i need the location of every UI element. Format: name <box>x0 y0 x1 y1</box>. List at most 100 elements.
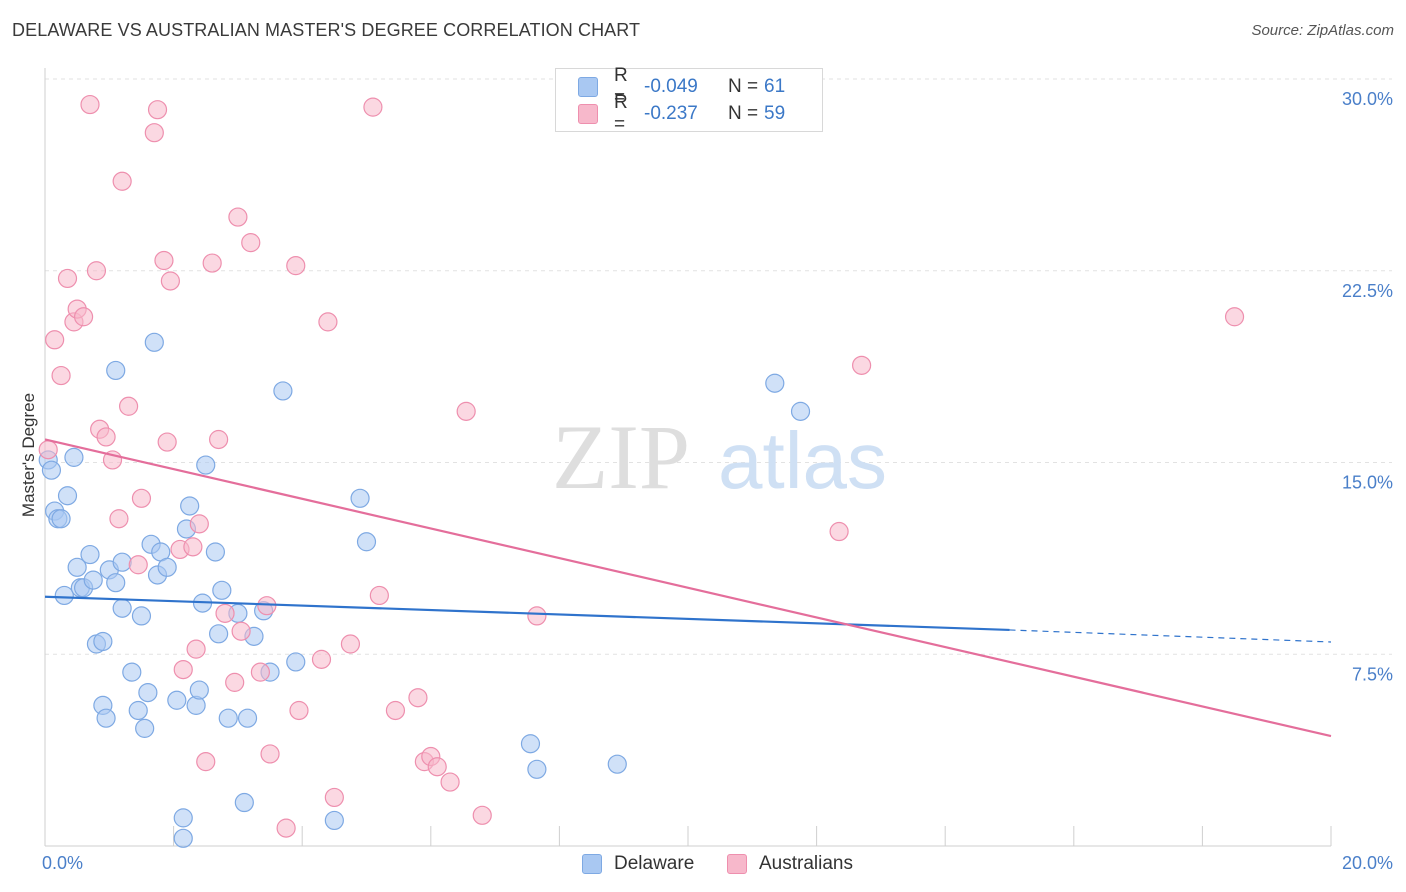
point-australians <box>118 396 139 416</box>
legend-n-label: N = <box>728 76 759 97</box>
point-delaware <box>520 734 541 754</box>
point-delaware <box>205 542 225 562</box>
bottom-legend-swatch-australians <box>727 854 747 874</box>
y-axis-title: Master's Degree <box>19 393 38 517</box>
point-australians <box>86 261 107 281</box>
grid-layer <box>45 78 1392 655</box>
point-delaware <box>196 455 216 475</box>
y-tick-label: 15.0% <box>1342 473 1393 493</box>
point-australians <box>260 744 280 764</box>
trend-extension-delaware <box>1009 629 1332 643</box>
point-delaware <box>131 606 152 626</box>
legend-r-value: -0.049 <box>644 76 698 97</box>
point-australians <box>250 662 271 682</box>
point-delaware <box>527 759 547 779</box>
point-delaware <box>218 708 238 728</box>
point-australians <box>289 700 309 721</box>
point-delaware <box>67 557 87 577</box>
point-australians <box>209 429 229 450</box>
point-australians <box>527 606 547 626</box>
point-australians <box>340 634 361 654</box>
point-delaware <box>607 754 627 774</box>
legend-row-australians: R = -0.237 N = 59 <box>578 92 785 135</box>
point-australians <box>147 100 168 120</box>
point-delaware <box>54 585 74 606</box>
point-delaware <box>106 573 126 593</box>
point-delaware <box>144 332 164 352</box>
point-delaware <box>189 680 209 700</box>
point-australians <box>51 365 71 386</box>
bottom-legend-australians: Australians <box>727 851 853 877</box>
point-delaware <box>106 360 126 381</box>
point-australians <box>829 521 849 542</box>
point-delaware <box>93 631 113 652</box>
point-australians <box>241 233 261 253</box>
point-delaware <box>138 682 158 703</box>
point-delaware <box>51 509 71 529</box>
point-australians <box>183 537 203 557</box>
point-australians <box>173 659 193 680</box>
point-australians <box>144 123 164 143</box>
trend-line-delaware <box>44 595 1010 632</box>
point-australians <box>45 330 65 350</box>
point-australians <box>38 440 58 460</box>
correlation-legend: R = -0.049 N = 61 R = -0.237 N = 59 <box>555 65 823 135</box>
point-australians <box>324 787 344 808</box>
points-layer <box>38 94 1245 848</box>
point-australians <box>186 639 206 659</box>
point-australians <box>408 688 428 708</box>
point-delaware <box>112 598 132 618</box>
point-delaware <box>356 532 377 552</box>
point-australians <box>112 171 132 191</box>
point-delaware <box>234 792 254 813</box>
y-tick-label: 30.0% <box>1342 89 1393 109</box>
point-australians <box>852 355 872 375</box>
x-tick-label: 20.0% <box>1342 853 1393 873</box>
point-delaware <box>80 544 100 565</box>
point-australians <box>318 312 338 332</box>
point-australians <box>369 585 389 606</box>
point-delaware <box>173 828 193 848</box>
point-australians <box>131 488 152 508</box>
point-delaware <box>237 708 258 728</box>
source-label: Source: ZipAtlas.com <box>1251 22 1394 39</box>
point-australians <box>363 97 383 117</box>
point-australians <box>228 207 248 227</box>
point-australians <box>231 621 251 641</box>
point-delaware <box>790 401 811 421</box>
point-australians <box>286 256 306 276</box>
point-australians <box>456 401 476 421</box>
trend-layer <box>44 438 1332 738</box>
point-delaware <box>209 624 229 644</box>
point-australians <box>215 603 235 623</box>
legend-r-label: R = <box>614 92 628 135</box>
legend-row-delaware: R = -0.049 N = 61 <box>578 65 786 108</box>
bottom-legend-label-delaware: Delaware <box>614 853 695 874</box>
point-australians <box>1224 307 1245 327</box>
point-delaware <box>212 580 232 600</box>
bottom-legend-swatch-delaware <box>582 854 602 874</box>
point-australians <box>157 432 177 452</box>
y-tick-label: 22.5% <box>1342 281 1393 301</box>
point-delaware <box>180 496 200 516</box>
point-australians <box>128 555 148 575</box>
point-australians <box>385 700 406 721</box>
point-australians <box>427 757 447 777</box>
trend-line-australians <box>44 438 1332 738</box>
point-delaware <box>41 460 62 480</box>
legend-n-value: 61 <box>764 76 786 97</box>
point-australians <box>311 649 332 669</box>
point-australians <box>80 94 100 115</box>
point-delaware <box>122 662 142 682</box>
point-delaware <box>273 381 293 401</box>
chart-title: DELAWARE VS AUSTRALIAN MASTER'S DEGREE C… <box>12 20 641 40</box>
point-delaware <box>83 570 103 590</box>
bottom-legend-label-australians: Australians <box>759 853 853 874</box>
point-delaware <box>135 718 155 738</box>
legend-r-value: -0.237 <box>644 103 698 124</box>
watermark-atlas: atlas <box>718 416 887 505</box>
x-tick-label: 0.0% <box>42 853 83 873</box>
point-delaware <box>173 808 193 828</box>
legend-swatch-delaware <box>578 77 598 97</box>
